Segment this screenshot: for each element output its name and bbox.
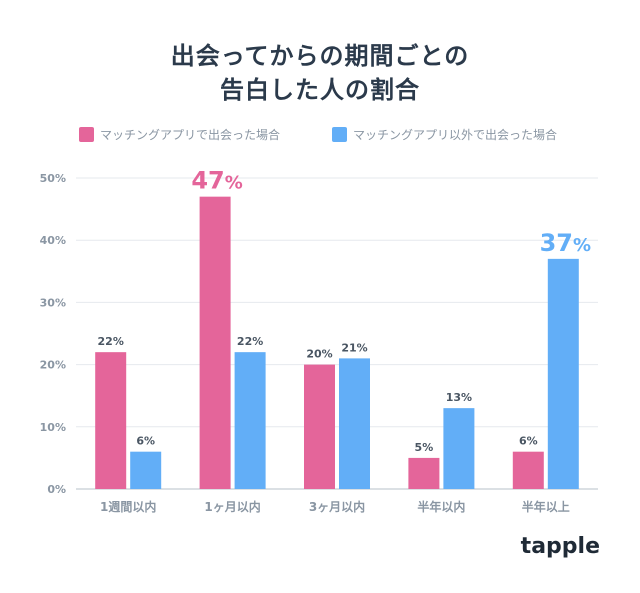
bar <box>234 352 266 489</box>
bar <box>443 408 475 489</box>
bar <box>339 358 370 489</box>
y-tick-label: 0% <box>47 483 66 496</box>
x-tick-label: 1ヶ月以内 <box>204 499 260 514</box>
bar <box>130 451 162 489</box>
y-tick-label: 50% <box>40 172 66 185</box>
bar <box>304 364 335 489</box>
y-tick-label: 10% <box>40 421 66 434</box>
highlight-data-label: 37% <box>540 229 591 257</box>
data-label: 13% <box>446 391 472 404</box>
legend-label-other: マッチングアプリ以外で出会った場合 <box>353 128 558 142</box>
x-tick-label: 1週間以内 <box>100 499 156 514</box>
legend-swatch-other <box>332 127 347 142</box>
chart-title-line-1: 出会ってからの期間ごとの <box>170 42 470 70</box>
legend-swatch-app <box>79 127 94 142</box>
legend-item-app: マッチングアプリで出会った場合 <box>79 126 280 143</box>
legend-item-other: マッチングアプリ以外で出会った場合 <box>332 126 557 143</box>
brand-logo: tapple <box>520 534 600 559</box>
highlight-data-label: 47% <box>191 167 242 195</box>
legend-label-app: マッチングアプリで出会った場合 <box>100 128 281 142</box>
x-tick-label: 半年以内 <box>417 499 465 514</box>
bar <box>408 457 440 489</box>
data-label: 5% <box>415 441 434 454</box>
y-tick-label: 40% <box>40 234 66 247</box>
bar <box>512 451 544 489</box>
y-tick-label: 20% <box>40 359 66 372</box>
bar <box>95 352 127 489</box>
data-label: 6% <box>519 435 538 448</box>
data-label: 21% <box>341 341 367 354</box>
x-tick-label: 半年以上 <box>522 499 570 514</box>
data-label: 22% <box>98 335 124 348</box>
chart-title-line-2: 告白した人の割合 <box>220 76 420 104</box>
x-tick-label: 3ヶ月以内 <box>309 499 365 514</box>
data-label: 22% <box>237 335 263 348</box>
data-label: 6% <box>136 435 155 448</box>
bar <box>199 196 231 489</box>
bar <box>547 258 579 489</box>
data-label: 20% <box>306 348 332 361</box>
y-tick-label: 30% <box>40 296 66 309</box>
